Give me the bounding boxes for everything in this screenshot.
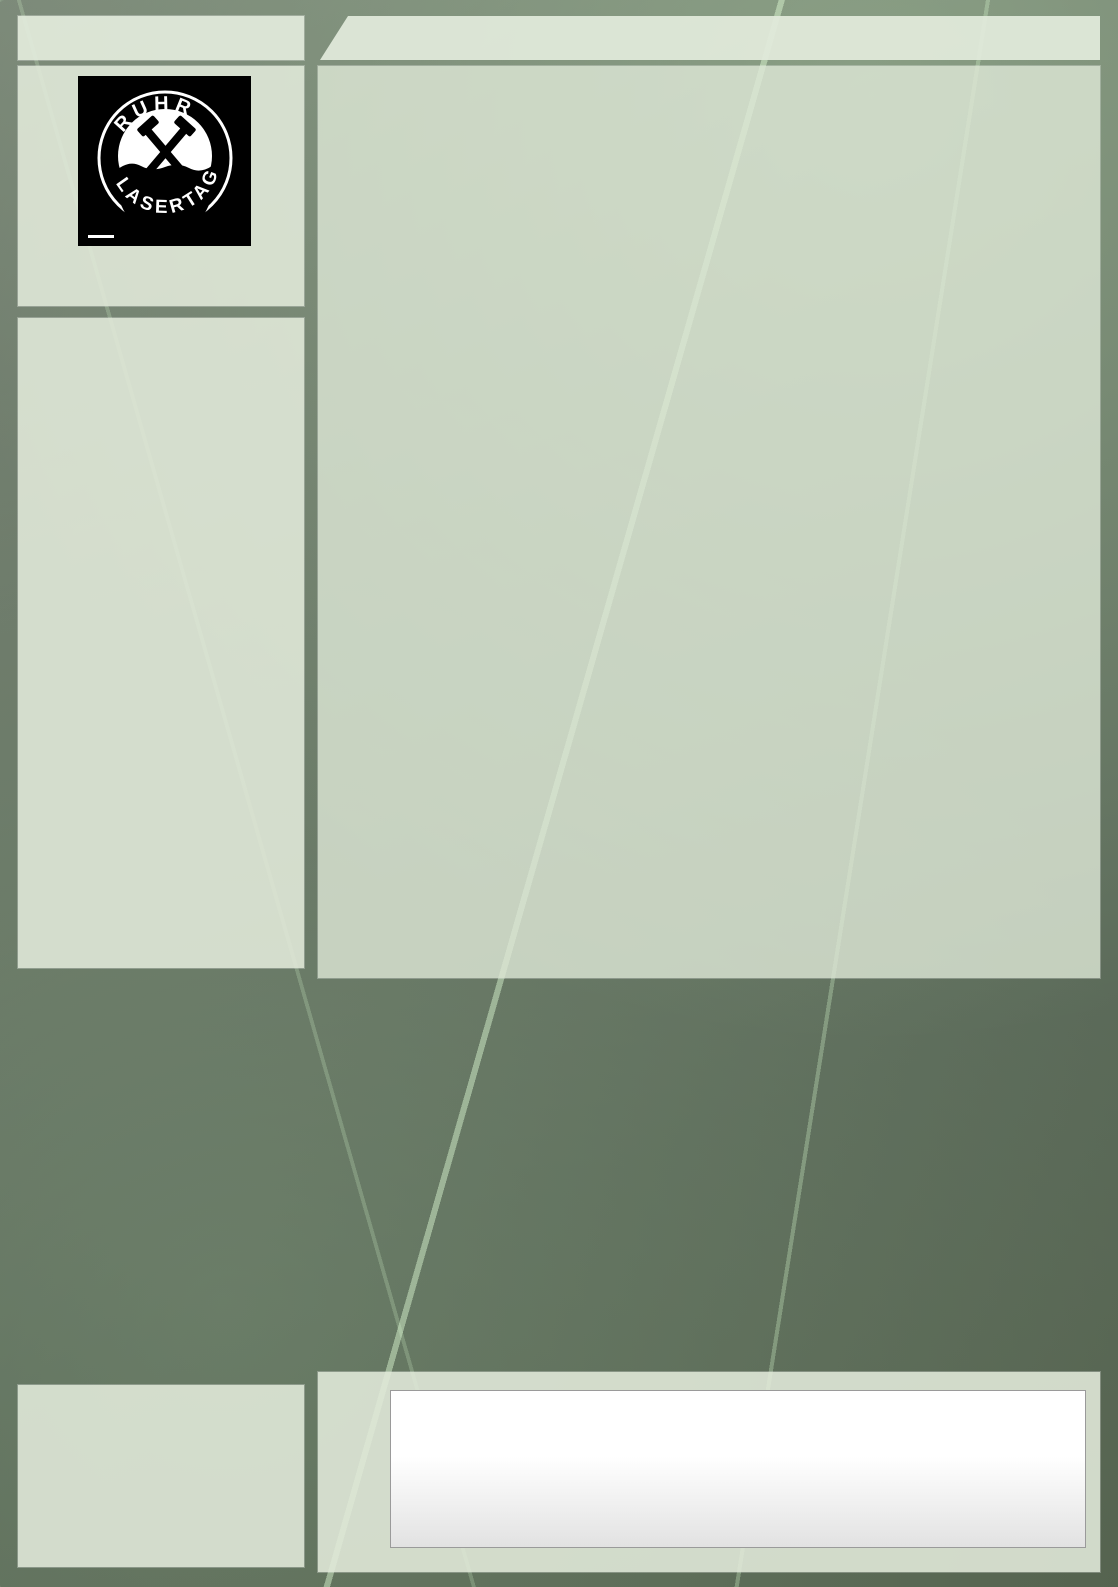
player-name-banner <box>18 16 304 60</box>
scoreboard-card <box>318 66 1100 978</box>
ruhr-lasertag-emblem-icon: RUHR LASERTAG <box>97 90 232 233</box>
logo-panel: RUHR LASERTAG <box>18 66 304 306</box>
chart-plot-area <box>390 1390 1086 1548</box>
club-logo: RUHR LASERTAG <box>78 76 251 246</box>
header-score-banner <box>320 16 1100 60</box>
logo-badge-number <box>88 233 114 238</box>
stats-panel <box>18 318 304 968</box>
score-progress-chart <box>318 1372 1100 1572</box>
address-panel <box>18 1385 304 1567</box>
